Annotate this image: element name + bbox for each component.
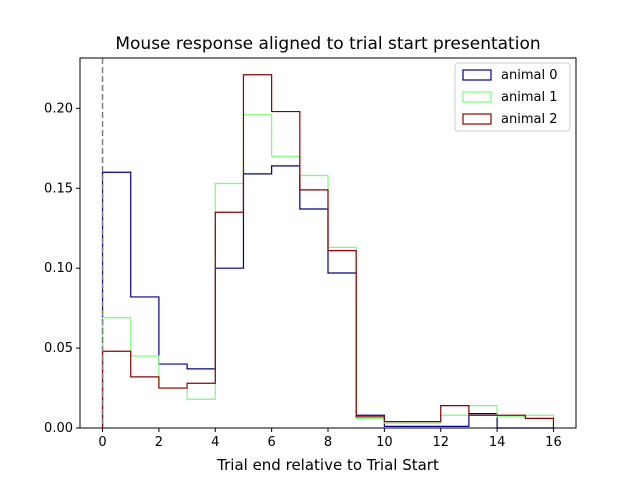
y-axis: 0.00 0.05 0.10 0.15 0.20 bbox=[44, 101, 80, 436]
y-tick-label: 0.15 bbox=[44, 181, 73, 196]
x-tick-label: 4 bbox=[211, 435, 219, 450]
legend-swatch bbox=[462, 113, 492, 125]
x-axis: 0 2 4 6 8 10 12 14 16 bbox=[98, 428, 562, 450]
y-tick-label: 0.20 bbox=[44, 101, 73, 116]
x-tick-label: 0 bbox=[98, 435, 106, 450]
y-tick-label: 0.00 bbox=[44, 421, 73, 436]
chart-title: Mouse response aligned to trial start pr… bbox=[115, 34, 540, 54]
legend-label: animal 1 bbox=[501, 90, 557, 105]
y-tick-label: 0.10 bbox=[44, 261, 73, 276]
legend-swatch bbox=[462, 91, 492, 103]
x-tick-label: 2 bbox=[155, 435, 163, 450]
x-tick-label: 8 bbox=[324, 435, 332, 450]
x-axis-label: Trial end relative to Trial Start bbox=[216, 456, 439, 474]
legend-label: animal 2 bbox=[501, 112, 557, 127]
x-tick-label: 10 bbox=[376, 435, 393, 450]
legend-swatch bbox=[462, 69, 492, 81]
x-tick-label: 14 bbox=[489, 435, 506, 450]
series-layer bbox=[101, 74, 555, 429]
y-tick-label: 0.05 bbox=[44, 341, 73, 356]
x-tick-label: 16 bbox=[545, 435, 562, 450]
legend-label: animal 0 bbox=[501, 68, 557, 83]
series-animal-2-step bbox=[101, 74, 555, 428]
x-tick-label: 12 bbox=[432, 435, 449, 450]
x-tick-label: 6 bbox=[267, 435, 275, 450]
legend: animal 0 animal 1 animal 2 bbox=[454, 62, 571, 132]
